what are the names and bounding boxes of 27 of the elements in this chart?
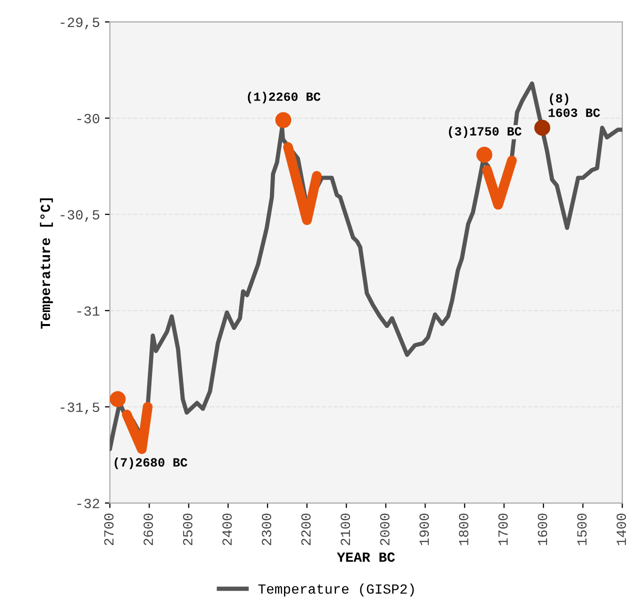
y-tick-label: -31 [77, 306, 100, 316]
x-tick-label: 1800 [458, 514, 468, 546]
x-tick-label: 1500 [577, 514, 587, 546]
x-tick-label: 2500 [182, 514, 192, 546]
legend-label: Temperature (GISP2) [258, 584, 414, 596]
x-tick-label: 1700 [498, 514, 508, 546]
annotation: (8) 1603 BC [548, 93, 600, 117]
x-tick-label: 2400 [222, 514, 232, 546]
y-tick-label: -31,5 [60, 402, 100, 414]
y-tick-label: -29,5 [60, 18, 100, 30]
y-tick-label: -30 [77, 114, 100, 124]
y-tick-label: -32 [77, 498, 100, 508]
x-tick-label: 1600 [538, 514, 548, 546]
x-tick-label: 2200 [301, 514, 311, 546]
x-axis-title: YEAR BC [336, 552, 395, 562]
annotation: (3)1750 BC [448, 126, 522, 138]
x-tick-label: 2600 [144, 514, 153, 546]
y-tick-label: -30,5 [60, 210, 100, 222]
x-tick-label: 1900 [420, 514, 429, 546]
y-axis-title: Temperature [°C] [40, 198, 53, 329]
x-tick-label: 2700 [104, 514, 114, 546]
annotation: (7)2680 BC [114, 457, 188, 470]
x-tick-label: 1400 [616, 514, 626, 546]
annotation: (1)2260 BC [248, 92, 320, 104]
x-tick-label: 2000 [380, 514, 390, 546]
x-tick-label: 2300 [262, 514, 272, 546]
x-tick-label: 2100 [340, 514, 350, 546]
